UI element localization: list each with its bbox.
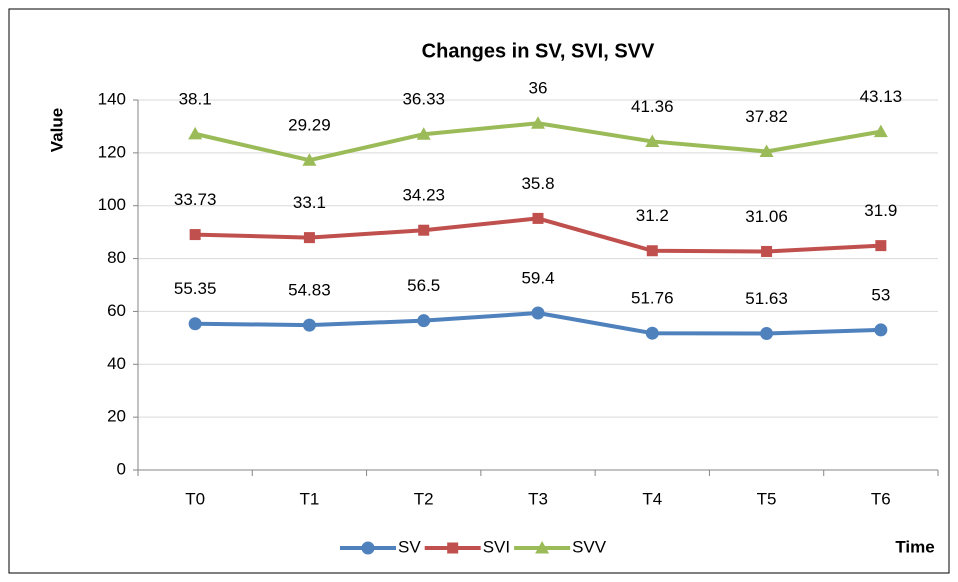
series-marker	[873, 124, 888, 138]
y-tick-label: 100	[98, 195, 126, 214]
series-marker	[532, 212, 544, 224]
x-tick-label: T4	[642, 489, 662, 508]
x-tick-label: T5	[757, 489, 777, 508]
x-tick-label: T2	[414, 489, 434, 508]
legend-label: SVV	[572, 537, 607, 556]
legend-label: SV	[398, 537, 421, 556]
data-label: 53	[871, 285, 890, 304]
series-marker	[418, 224, 430, 236]
data-label: 51.63	[745, 289, 788, 308]
y-tick-label: 140	[98, 89, 126, 108]
data-label: 33.1	[293, 193, 326, 212]
x-tick-label: T0	[185, 489, 205, 508]
series-marker	[188, 126, 203, 140]
legend-marker	[447, 542, 459, 554]
data-label: 36.33	[402, 90, 445, 109]
series-marker	[416, 127, 431, 140]
series-marker	[645, 326, 659, 340]
y-tick-label: 60	[107, 301, 126, 320]
series-marker	[874, 323, 888, 337]
series-marker	[645, 134, 660, 147]
data-label: 37.82	[745, 107, 788, 126]
series-marker	[302, 153, 317, 166]
series-marker	[417, 314, 431, 328]
data-label: 59.4	[521, 268, 554, 287]
x-tick-label: T1	[300, 489, 320, 508]
series-marker	[759, 144, 774, 158]
series-marker	[303, 232, 315, 244]
data-label: 54.83	[288, 281, 331, 300]
data-label: 31.9	[864, 201, 897, 220]
y-tick-label: 120	[98, 142, 126, 161]
chart-border	[8, 8, 950, 574]
y-tick-label: 80	[107, 248, 126, 267]
y-tick-label: 0	[117, 459, 126, 478]
x-tick-label: T3	[528, 489, 548, 508]
legend-marker	[361, 541, 375, 555]
y-tick-label: 40	[107, 354, 126, 373]
data-label: 29.29	[288, 116, 331, 135]
series-marker	[188, 317, 202, 331]
series-marker	[531, 116, 545, 129]
data-label: 31.06	[745, 207, 788, 226]
series-marker	[646, 245, 658, 257]
data-label: 33.73	[174, 190, 217, 209]
data-label: 56.5	[407, 276, 440, 295]
data-label: 35.8	[521, 174, 554, 193]
data-label: 41.36	[631, 97, 674, 116]
series-marker	[302, 318, 316, 332]
series-marker	[189, 229, 201, 241]
data-label: 36	[529, 79, 548, 98]
y-tick-label: 20	[107, 407, 126, 426]
legend-marker	[535, 541, 550, 554]
data-label: 51.76	[631, 289, 674, 308]
data-label: 31.2	[636, 206, 669, 225]
series-marker	[875, 240, 887, 252]
legend-label: SVI	[483, 537, 510, 556]
series-marker	[760, 327, 774, 341]
y-axis-title: Value	[47, 108, 66, 152]
data-label: 34.23	[402, 186, 445, 205]
series-marker	[531, 306, 545, 320]
chart-title: Changes in SV, SVI, SVV	[422, 40, 655, 62]
data-label: 43.13	[860, 87, 903, 106]
x-tick-label: T6	[871, 489, 891, 508]
x-axis-title: Time	[895, 537, 934, 556]
data-label: 55.35	[174, 279, 217, 298]
series-marker	[761, 245, 773, 257]
data-label: 38.1	[179, 89, 212, 108]
